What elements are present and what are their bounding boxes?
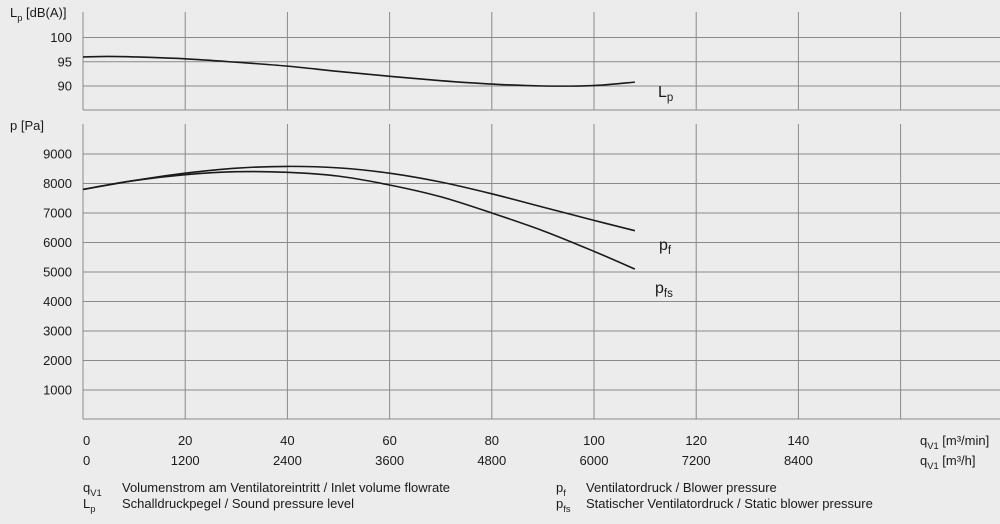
curve-Lp [82,55,635,87]
x-tick-label: 140 [788,433,810,448]
legend-symbol: qV1 [83,480,102,498]
x-tick-label: 3600 [375,453,404,468]
x-tick-label: 8400 [784,453,813,468]
legend-text: Volumenstrom am Ventilatoreintritt / Inl… [122,480,450,495]
x-tick-label: 1200 [171,453,200,468]
x-axis-unit: qV1 [m³/h] [920,453,976,471]
x-tick-label: 100 [583,433,605,448]
x-tick-label: 2400 [273,453,302,468]
y-axis-label: Lp [dB(A)] [10,5,67,23]
curve-pfs [82,170,636,270]
legend-symbol: pfs [556,496,571,514]
x-tick-label: 120 [685,433,707,448]
y-tick-label: 5000 [43,265,72,280]
legend-symbol: Lp [83,496,95,514]
y-tick-label: 4000 [43,294,72,309]
x-tick-label: 0 [83,433,90,448]
series-label-pf: pf [659,237,672,257]
legend-text: Statischer Ventilatordruck / Static blow… [586,496,873,511]
series-label-pfs: pfs [655,280,673,300]
legend-symbol: pf [556,480,566,498]
y-tick-label: 1000 [43,383,72,398]
x-tick-label: 4800 [477,453,506,468]
y-tick-label: 7000 [43,206,72,221]
legend-text: Schalldruckpegel / Sound pressure level [122,496,354,511]
y-tick-label: 3000 [43,324,72,339]
y-tick-label: 2000 [43,353,72,368]
x-tick-label: 60 [382,433,396,448]
x-axis-unit: qV1 [m³/min] [920,433,989,451]
y-tick-label: 9000 [43,147,72,162]
x-tick-label: 0 [83,453,90,468]
x-tick-label: 6000 [580,453,609,468]
y-tick-label: 6000 [43,235,72,250]
y-tick-label: 95 [58,54,72,69]
y-axis-label: p [Pa] [10,118,44,133]
x-tick-label: 40 [280,433,294,448]
y-tick-label: 90 [58,79,72,94]
series-label-Lp: Lp [658,84,673,104]
legend-text: Ventilatordruck / Blower pressure [586,480,777,495]
x-tick-label: 80 [485,433,499,448]
curve-pf [82,165,636,232]
x-tick-label: 7200 [682,453,711,468]
y-tick-label: 8000 [43,176,72,191]
y-tick-label: 100 [50,30,72,45]
x-tick-label: 20 [178,433,192,448]
